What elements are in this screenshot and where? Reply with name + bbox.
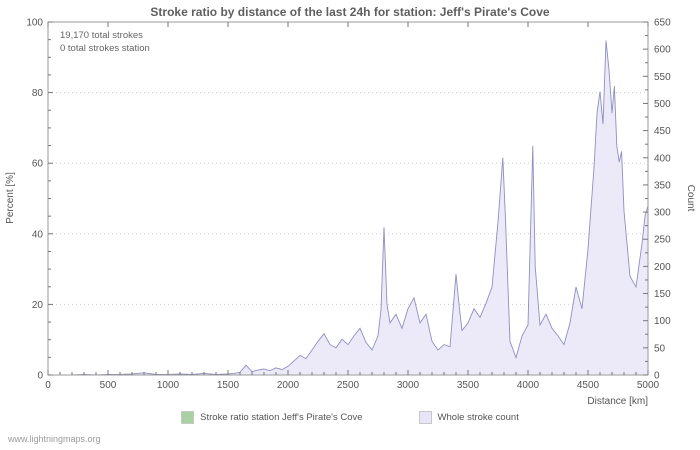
y-left-axis-title: Percent [%] <box>5 172 16 224</box>
svg-text:150: 150 <box>654 289 671 300</box>
legend-label-stroke-ratio: Stroke ratio station Jeff's Pirate's Cov… <box>200 412 363 423</box>
chart-legend: Stroke ratio station Jeff's Pirate's Cov… <box>0 411 700 424</box>
svg-text:500: 500 <box>654 99 671 110</box>
svg-text:40: 40 <box>32 229 44 240</box>
svg-text:5000: 5000 <box>637 380 660 391</box>
svg-text:0: 0 <box>37 371 43 382</box>
svg-text:3000: 3000 <box>397 380 420 391</box>
svg-text:400: 400 <box>654 153 671 164</box>
svg-text:80: 80 <box>32 88 44 99</box>
svg-text:3500: 3500 <box>457 380 480 391</box>
svg-text:2500: 2500 <box>337 380 360 391</box>
svg-text:500: 500 <box>100 380 117 391</box>
svg-text:1000: 1000 <box>157 380 180 391</box>
svg-text:20: 20 <box>32 300 44 311</box>
svg-text:250: 250 <box>654 235 671 246</box>
svg-text:4000: 4000 <box>517 380 540 391</box>
legend-swatch-whole-stroke-count <box>418 411 432 424</box>
svg-text:300: 300 <box>654 208 671 219</box>
svg-text:0: 0 <box>654 371 660 382</box>
svg-text:100: 100 <box>654 316 671 327</box>
legend-swatch-stroke-ratio <box>181 411 195 424</box>
chart-title: Stroke ratio by distance of the last 24h… <box>150 5 550 19</box>
svg-text:550: 550 <box>654 72 671 83</box>
svg-text:0: 0 <box>45 380 51 391</box>
legend-item-whole-stroke-count: Whole stroke count <box>418 411 519 424</box>
svg-text:600: 600 <box>654 45 671 56</box>
legend-item-stroke-ratio: Stroke ratio station Jeff's Pirate's Cov… <box>181 411 363 424</box>
chart-annotations: 19,170 total strokes 0 total strokes sta… <box>60 29 150 55</box>
svg-text:450: 450 <box>654 126 671 137</box>
svg-text:100: 100 <box>26 18 43 29</box>
x-axis-title: Distance [km] <box>587 396 648 407</box>
svg-text:1500: 1500 <box>217 380 240 391</box>
svg-text:200: 200 <box>654 262 671 273</box>
legend-label-whole-stroke-count: Whole stroke count <box>437 412 519 423</box>
svg-text:4500: 4500 <box>577 380 600 391</box>
svg-text:2000: 2000 <box>277 380 300 391</box>
svg-text:650: 650 <box>654 18 671 29</box>
annotation-total-strokes: 19,170 total strokes <box>60 30 143 41</box>
svg-text:350: 350 <box>654 180 671 191</box>
y-right-axis-title: Count <box>685 185 696 212</box>
svg-text:50: 50 <box>654 343 666 354</box>
svg-text:60: 60 <box>32 159 44 170</box>
annotation-station-strokes: 0 total strokes station <box>60 43 150 54</box>
watermark: www.lightningmaps.org <box>8 434 101 444</box>
